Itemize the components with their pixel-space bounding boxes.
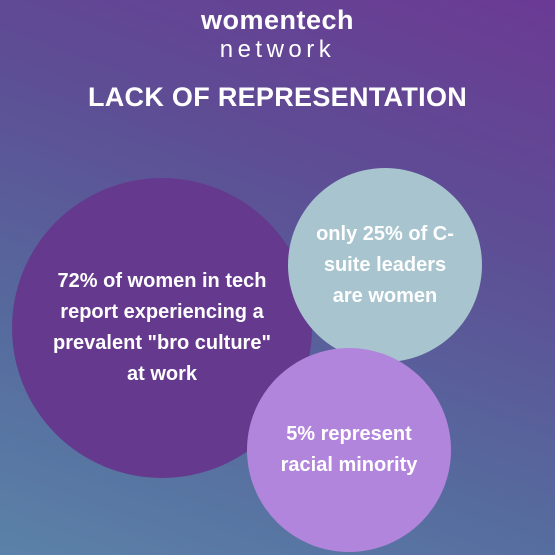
logo-wordmark-top: womentech <box>200 5 355 35</box>
stat-bubble-c-suite: only 25% of C-suite leaders are women <box>288 168 482 362</box>
stat-text-c-suite: only 25% of C-suite leaders are women <box>316 222 454 307</box>
stat-bubble-racial-minority: 5% represent racial minority <box>247 348 451 552</box>
stat-bubble-bro-culture: 72% of women in tech report experiencing… <box>12 178 312 478</box>
page-title: LACK OF REPRESENTATION <box>87 82 468 112</box>
stat-text-bro-culture: 72% of women in tech report experiencing… <box>53 270 271 385</box>
logo-wordmark-bottom: network <box>219 36 336 63</box>
stat-text-racial-minority: 5% represent racial minority <box>280 423 418 476</box>
